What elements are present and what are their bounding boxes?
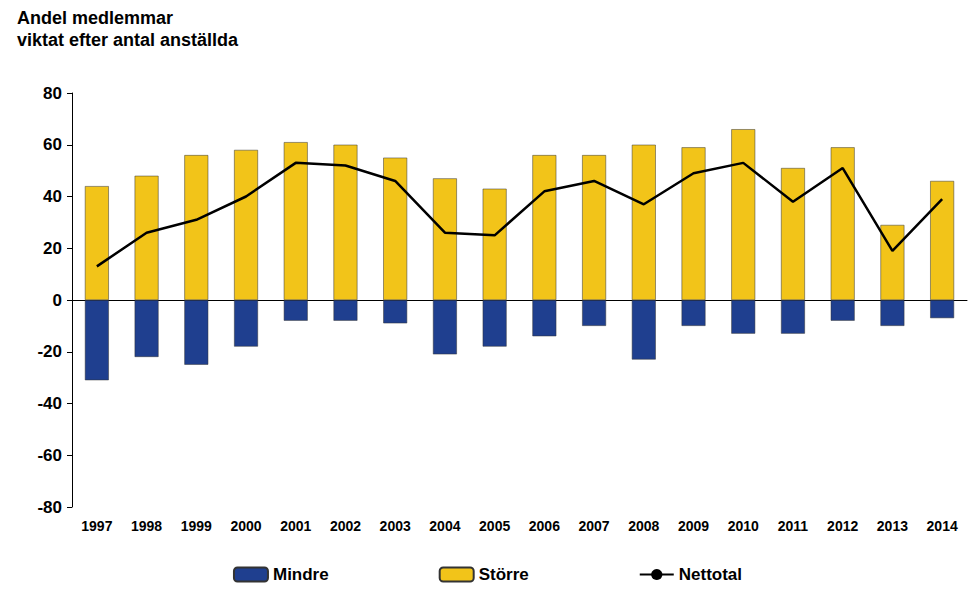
svg-text:2002: 2002 <box>330 518 361 534</box>
svg-text:viktat efter antal anställda: viktat efter antal anställda <box>17 30 239 50</box>
svg-text:2008: 2008 <box>628 518 659 534</box>
svg-text:0: 0 <box>53 291 62 310</box>
svg-text:2003: 2003 <box>380 518 411 534</box>
svg-text:80: 80 <box>43 84 62 103</box>
svg-text:20: 20 <box>43 239 62 258</box>
svg-text:2000: 2000 <box>230 518 261 534</box>
svg-text:Nettotal: Nettotal <box>679 565 742 584</box>
svg-text:2013: 2013 <box>877 518 908 534</box>
svg-text:-20: -20 <box>37 342 62 361</box>
svg-text:Större: Större <box>479 565 529 584</box>
svg-text:2012: 2012 <box>827 518 858 534</box>
svg-text:-60: -60 <box>37 446 62 465</box>
svg-text:2005: 2005 <box>479 518 510 534</box>
svg-text:1998: 1998 <box>131 518 162 534</box>
svg-text:40: 40 <box>43 187 62 206</box>
svg-text:2010: 2010 <box>728 518 759 534</box>
svg-text:-80: -80 <box>37 498 62 517</box>
svg-text:2001: 2001 <box>280 518 311 534</box>
svg-text:2011: 2011 <box>778 518 809 534</box>
svg-text:60: 60 <box>43 135 62 154</box>
svg-text:1997: 1997 <box>81 518 112 534</box>
svg-text:-40: -40 <box>37 394 62 413</box>
svg-text:2009: 2009 <box>678 518 709 534</box>
svg-text:2006: 2006 <box>529 518 560 534</box>
svg-text:2007: 2007 <box>579 518 610 534</box>
svg-text:2014: 2014 <box>927 518 958 534</box>
svg-text:Andel medlemmar: Andel medlemmar <box>17 8 173 28</box>
svg-text:1999: 1999 <box>181 518 212 534</box>
svg-text:Mindre: Mindre <box>273 565 329 584</box>
svg-text:2004: 2004 <box>429 518 460 534</box>
